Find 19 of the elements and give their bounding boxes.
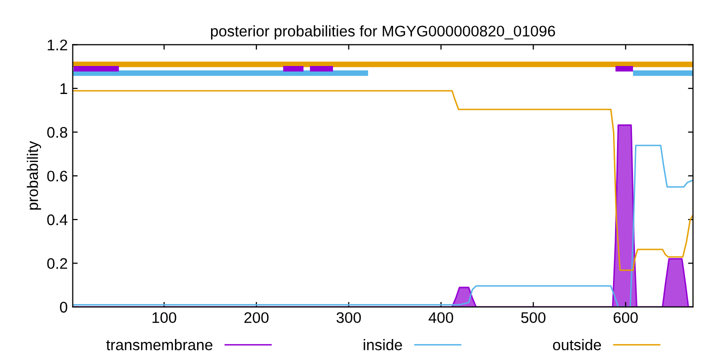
line-series	[72, 90, 693, 271]
x-tick-label: 300	[336, 312, 361, 324]
y-tick-label: 0.2	[47, 258, 68, 269]
y-axis-title: probability	[26, 141, 42, 210]
x-tick-label: 400	[428, 312, 454, 324]
legend-label: transmembrane	[106, 339, 212, 350]
y-tick-label: 1.2	[48, 40, 68, 50]
x-tick-label: 100	[152, 312, 176, 324]
y-tick-label: 0	[60, 302, 68, 313]
y-tick-label: 1	[60, 83, 68, 94]
x-tick-label: 200	[244, 312, 269, 324]
legend-label: inside	[364, 339, 402, 350]
y-tick-label: 0.6	[47, 170, 68, 182]
legend-label: outside	[553, 339, 601, 350]
y-tick-label: 0.8	[47, 126, 68, 138]
chart-title: posterior probabilities for MGYG000000820_01096	[211, 25, 556, 40]
x-tick-label: 500	[521, 312, 546, 324]
x-tick-label: 600	[614, 312, 638, 324]
y-tick-label: 0.4	[47, 214, 68, 226]
